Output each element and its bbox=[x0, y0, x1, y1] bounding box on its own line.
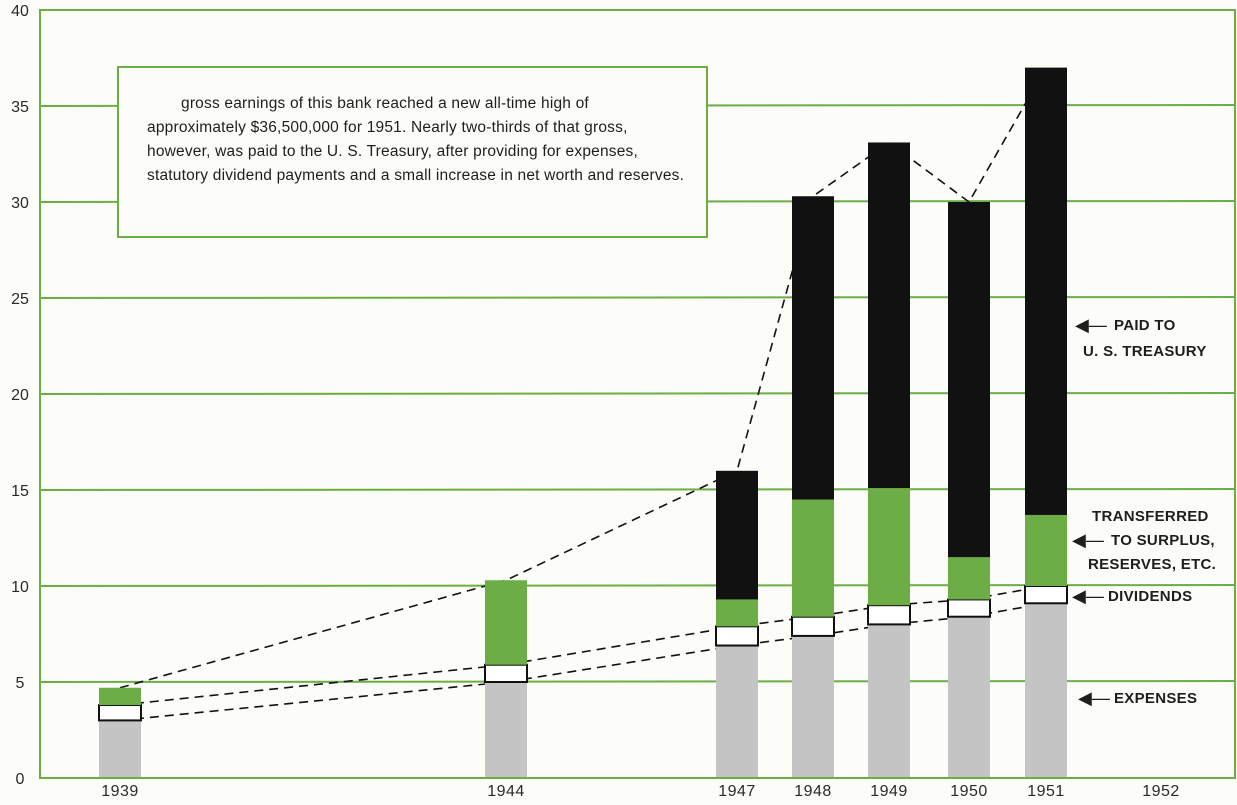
bar-segment bbox=[716, 470, 758, 600]
bar-segment bbox=[715, 625, 759, 647]
bar-segment bbox=[791, 615, 835, 637]
y-tick-label: 20 bbox=[11, 387, 29, 404]
bar-segment bbox=[948, 202, 990, 558]
bar-segment bbox=[484, 663, 528, 683]
arrow-left-icon: ◀— bbox=[1078, 688, 1110, 708]
y-tick-label: 15 bbox=[11, 483, 29, 500]
annotation-text: gross earnings of this bank reached a ne… bbox=[147, 95, 685, 184]
bar-segment bbox=[948, 616, 990, 778]
y-tick-label: 25 bbox=[11, 291, 29, 308]
y-tick-label: 40 bbox=[11, 3, 29, 20]
bar-segment bbox=[716, 645, 758, 778]
bar-segment bbox=[98, 704, 142, 722]
legend-dividends: DIVIDENDS bbox=[1108, 588, 1193, 605]
y-tick-label: 35 bbox=[11, 99, 29, 116]
bar-segment bbox=[867, 604, 911, 626]
legend-treasury-line1: PAID TO bbox=[1114, 317, 1176, 334]
bar-segment bbox=[99, 720, 141, 778]
x-tick-label: 1947 bbox=[718, 783, 756, 800]
bar-segment bbox=[792, 635, 834, 778]
bar-segment bbox=[868, 488, 910, 606]
x-tick-label: 1944 bbox=[487, 783, 525, 800]
bar-segment bbox=[1024, 585, 1068, 605]
arrow-left-icon: ◀— bbox=[1075, 315, 1107, 335]
legend-surplus-line2: TO SURPLUS, bbox=[1111, 532, 1215, 549]
bar-segment bbox=[868, 624, 910, 778]
legend-surplus-line1: TRANSFERRED bbox=[1092, 508, 1209, 525]
bar-segment bbox=[1025, 67, 1067, 515]
bar-segment bbox=[716, 599, 758, 627]
y-tick-label: 5 bbox=[16, 675, 25, 692]
bar-segment bbox=[792, 196, 834, 500]
legend-treasury-line2: U. S. TREASURY bbox=[1083, 343, 1207, 360]
arrow-left-icon: ◀— bbox=[1072, 586, 1104, 606]
y-tick-label: 30 bbox=[11, 195, 29, 212]
y-axis-tick-labels: 0 5 10 15 20 25 30 35 40 bbox=[11, 3, 29, 788]
bar-segment bbox=[947, 598, 991, 618]
bar-segment bbox=[485, 580, 527, 665]
legend-expenses: EXPENSES bbox=[1114, 690, 1198, 707]
bar-segment bbox=[792, 499, 834, 617]
y-tick-label: 10 bbox=[11, 579, 29, 596]
plot-frame bbox=[39, 9, 1236, 779]
x-tick-label: 1939 bbox=[101, 783, 139, 800]
bar-segment bbox=[1025, 514, 1067, 586]
x-tick-label: 1952 bbox=[1142, 783, 1180, 800]
x-axis-tick-labels: 1939 1944 1947 1948 1949 1950 1951 1952 bbox=[101, 783, 1180, 800]
x-tick-label: 1948 bbox=[794, 783, 832, 800]
annotation-box: gross earnings of this bank reached a ne… bbox=[117, 66, 708, 238]
x-tick-label: 1949 bbox=[870, 783, 908, 800]
legend-surplus-line3: RESERVES, ETC. bbox=[1088, 556, 1217, 573]
y-tick-label: 0 bbox=[16, 771, 25, 788]
bar-segment bbox=[485, 682, 527, 778]
bar-segment bbox=[948, 557, 990, 600]
bar-segment bbox=[99, 687, 141, 706]
plot-border bbox=[39, 9, 1236, 779]
bar-segment bbox=[1025, 603, 1067, 778]
bar-segment bbox=[868, 142, 910, 489]
x-tick-label: 1950 bbox=[950, 783, 988, 800]
arrow-left-icon: ◀— bbox=[1072, 530, 1104, 550]
stacked-bars bbox=[98, 67, 1068, 778]
x-tick-label: 1951 bbox=[1027, 783, 1065, 800]
